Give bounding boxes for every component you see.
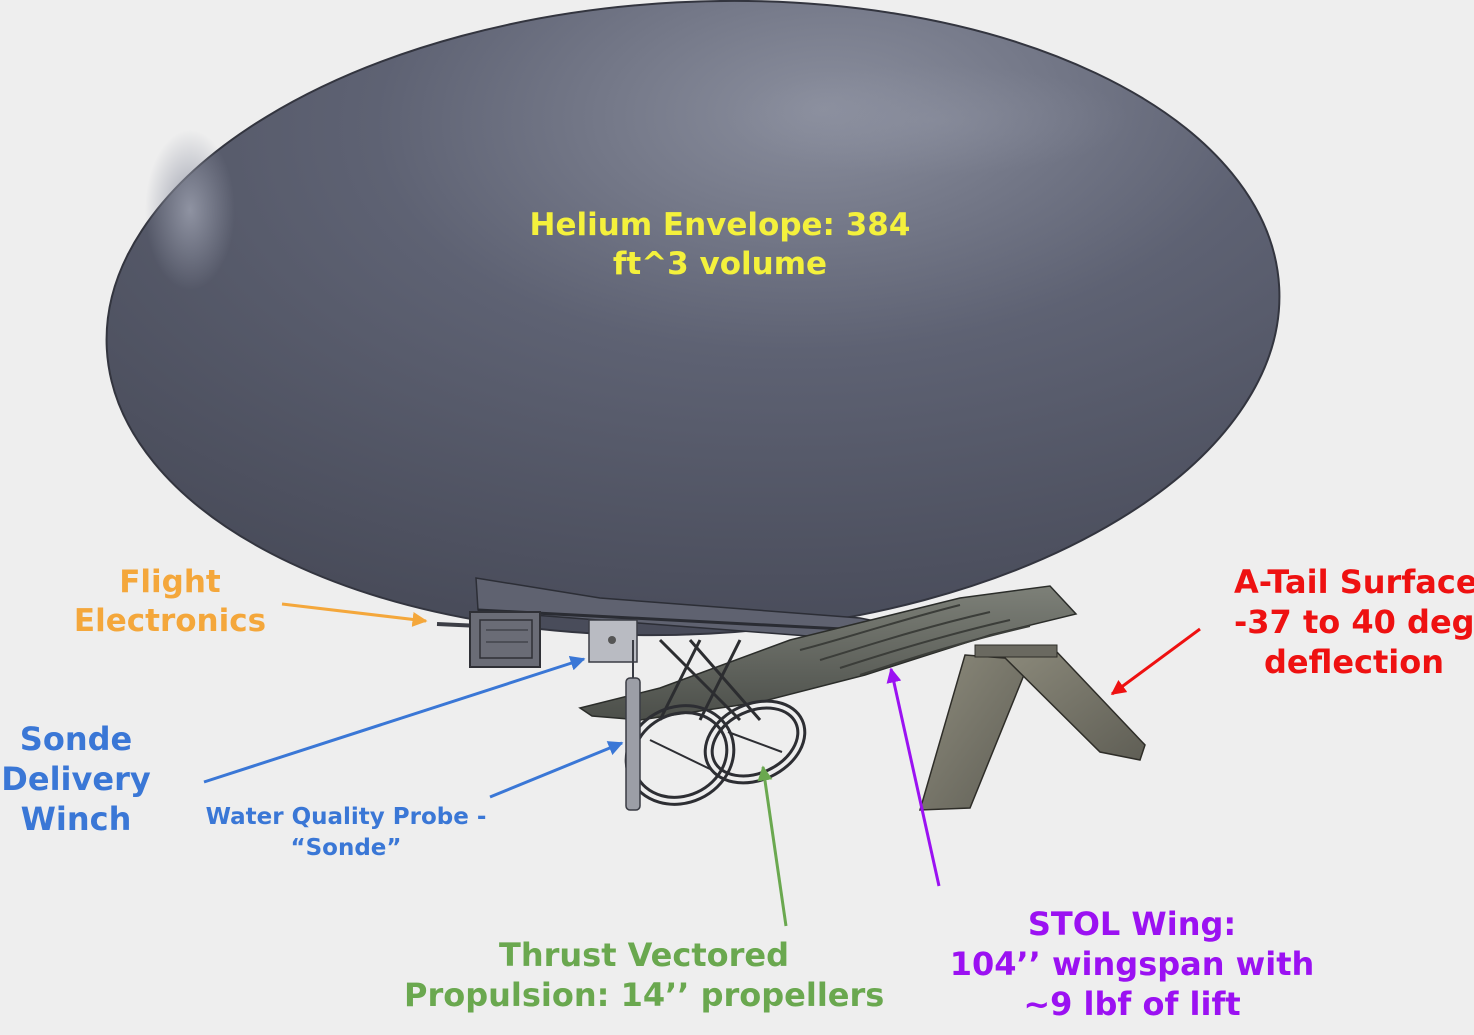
a-tail-surface [918,644,1146,811]
stol-label-line1: STOL Wing: [1027,905,1237,943]
stol-label-line3: ~9 lbf of lift [1023,985,1241,1023]
sonde-winch-label: Sonde Delivery Winch [0,719,152,839]
arrow-probe [489,741,624,799]
probe-label-line1: Water Quality Probe - [205,804,487,830]
callout-arrows [203,602,1201,927]
helium-envelope-label: Helium Envelope: 384 ft^3 volume [460,206,980,284]
thrust-label-line2: Propulsion: 14’’ propellers [404,976,885,1014]
helium-label-line2: ft^3 volume [612,245,828,282]
stol-label-line2: 104’’ wingspan with [949,945,1315,983]
stol-wing-label: STOL Wing: 104’’ wingspan with ~9 lbf of… [940,904,1324,1024]
atail-label-line3: deflection [1263,643,1445,681]
probe-label-line2: “Sonde” [290,835,402,862]
atail-label-line2: -37 to 40 deg [1234,603,1474,641]
flight-electronics-box [436,611,541,668]
winch-label-line2: Delivery [1,760,151,798]
winch-box [588,619,638,663]
stol-wing [578,585,1078,721]
helium-label-line1: Helium Envelope: 384 [529,207,911,243]
arrow-atail [1110,627,1201,696]
thrust-label-line1: Thrust Vectored [498,936,789,974]
arrow-winch [203,656,586,784]
a-tail-label: A-Tail Surface: -37 to 40 deg deflection [1234,562,1474,682]
support-struts [658,638,762,722]
water-probe-label: Water Quality Probe - “Sonde” [196,802,496,864]
flight-label-line1: Flight [119,564,221,600]
thrust-propulsion-label: Thrust Vectored Propulsion: 14’’ propell… [404,935,884,1015]
flight-label-line2: Electronics [73,602,267,639]
arrow-stol [886,667,941,887]
sonde-probe [625,640,641,811]
flight-electronics-label: Flight Electronics [60,563,280,641]
arrow-flight-electronics [281,602,428,627]
winch-label-line1: Sonde [19,720,133,758]
winch-label-line3: Winch [20,800,132,838]
arrow-thrust [757,765,788,927]
helium-envelope [105,0,1281,637]
atail-label-line1: A-Tail Surface: [1234,563,1474,601]
